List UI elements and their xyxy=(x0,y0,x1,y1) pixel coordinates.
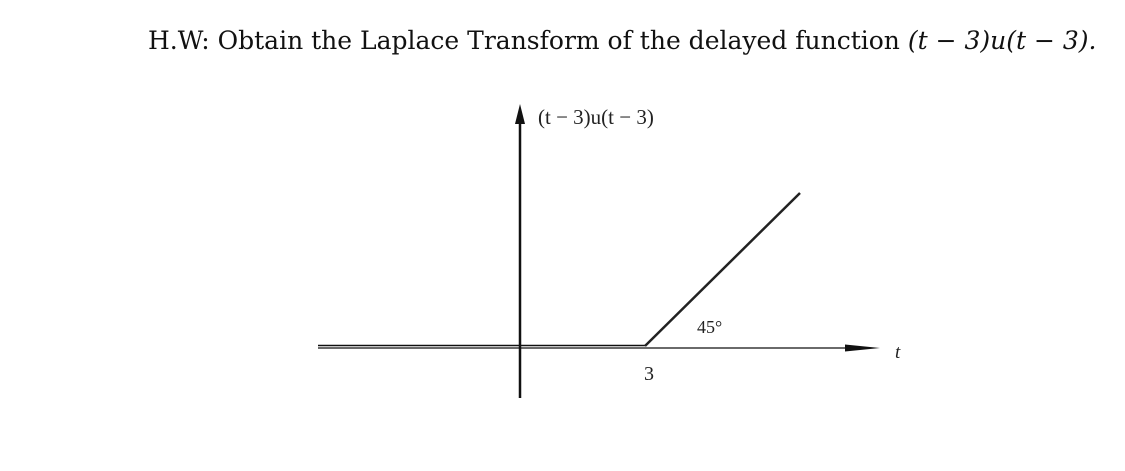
angle-label: 45° xyxy=(697,317,722,337)
x-axis-label: t xyxy=(895,342,901,363)
tick-label: 3 xyxy=(644,363,654,385)
title-expression: (t − 3)u(t − 3). xyxy=(907,26,1097,55)
function-ramp xyxy=(644,192,801,347)
title-text: H.W: Obtain the Laplace Transform of the… xyxy=(148,26,900,55)
vertical-arrow xyxy=(515,104,525,124)
y-axis-label: (t − 3)u(t − 3) xyxy=(538,105,654,129)
horizontal-arrow xyxy=(845,344,880,352)
homework-title: H.W: Obtain the Laplace Transform of the… xyxy=(148,26,1097,55)
